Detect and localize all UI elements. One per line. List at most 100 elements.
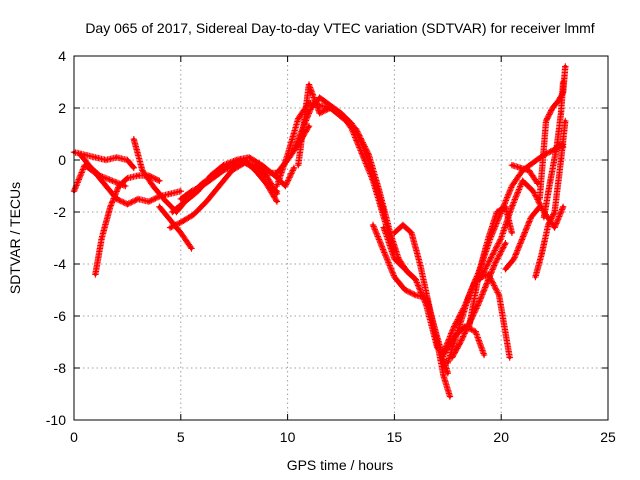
data-point bbox=[93, 155, 97, 159]
data-point bbox=[170, 210, 174, 214]
data-point bbox=[354, 127, 358, 131]
data-point bbox=[179, 220, 183, 224]
data-point bbox=[553, 226, 557, 230]
x-tick-label: 25 bbox=[600, 429, 616, 445]
data-point bbox=[162, 197, 166, 201]
data-point bbox=[328, 106, 332, 110]
data-point bbox=[136, 197, 140, 201]
data-point bbox=[446, 371, 450, 375]
data-point bbox=[533, 275, 538, 279]
data-point bbox=[499, 236, 503, 240]
data-point bbox=[264, 171, 268, 175]
data-point bbox=[125, 176, 129, 180]
x-tick-labels: 0 5 10 15 20 25 bbox=[70, 429, 616, 445]
data-point bbox=[200, 184, 204, 188]
data-point bbox=[559, 158, 563, 162]
data-point bbox=[527, 168, 531, 172]
data-point bbox=[531, 189, 535, 193]
data-point bbox=[450, 356, 454, 360]
data-point bbox=[136, 174, 140, 178]
data-point bbox=[132, 166, 136, 170]
data-point bbox=[503, 241, 508, 245]
data-series-27 bbox=[551, 141, 567, 153]
data-point bbox=[478, 267, 482, 271]
data-point bbox=[275, 171, 279, 175]
data-point bbox=[221, 168, 226, 172]
data-point bbox=[510, 184, 514, 188]
data-point bbox=[221, 163, 226, 167]
chart-title: Day 065 of 2017, Sidereal Day-to-day VTE… bbox=[85, 20, 594, 36]
data-point bbox=[512, 257, 516, 261]
data-point bbox=[292, 148, 296, 152]
data-point bbox=[382, 249, 386, 253]
data-series-22 bbox=[502, 203, 543, 273]
data-point bbox=[497, 293, 501, 297]
data-point bbox=[89, 166, 93, 170]
data-point bbox=[561, 145, 565, 149]
data-point bbox=[382, 226, 386, 230]
data-point bbox=[484, 283, 488, 287]
data-point bbox=[93, 272, 97, 276]
data-point bbox=[192, 213, 196, 217]
data-point bbox=[341, 116, 345, 120]
data-point bbox=[110, 179, 114, 183]
data-point bbox=[234, 158, 238, 162]
data-point bbox=[510, 231, 514, 235]
data-point bbox=[392, 257, 396, 261]
data-point bbox=[318, 111, 322, 115]
data-point bbox=[189, 246, 194, 250]
data-point bbox=[467, 293, 471, 297]
data-series-1 bbox=[70, 149, 137, 171]
data-point bbox=[510, 163, 514, 167]
data-point bbox=[403, 288, 407, 292]
data-point bbox=[115, 155, 119, 159]
y-tick-label: -10 bbox=[46, 412, 66, 428]
series-markers bbox=[295, 81, 419, 283]
data-point bbox=[542, 215, 546, 219]
y-tick-label: -2 bbox=[54, 204, 67, 220]
data-point bbox=[307, 83, 311, 87]
data-point bbox=[531, 161, 535, 165]
data-point bbox=[168, 218, 172, 222]
data-point bbox=[392, 231, 396, 235]
data-point bbox=[546, 223, 550, 227]
data-point bbox=[529, 215, 533, 219]
y-axis-label: SDTVAR / TECUs bbox=[7, 182, 23, 294]
data-point bbox=[561, 80, 565, 84]
data-point bbox=[78, 153, 82, 157]
data-point bbox=[256, 171, 260, 175]
data-point bbox=[538, 205, 542, 209]
data-point bbox=[275, 200, 279, 204]
data-point bbox=[179, 197, 183, 201]
data-point bbox=[309, 106, 313, 110]
data-point bbox=[486, 236, 490, 240]
y-tick-label: -4 bbox=[54, 256, 67, 272]
y-tick-label: 2 bbox=[58, 100, 66, 116]
data-point bbox=[409, 231, 414, 235]
data-point bbox=[266, 184, 270, 188]
data-point bbox=[104, 158, 108, 162]
data-point bbox=[476, 304, 480, 308]
data-marks bbox=[70, 63, 569, 400]
data-point bbox=[204, 200, 208, 204]
data-point bbox=[448, 395, 452, 399]
y-tick-label: 0 bbox=[58, 152, 66, 168]
data-point bbox=[125, 158, 129, 162]
data-point bbox=[553, 210, 557, 214]
data-point bbox=[467, 324, 471, 328]
data-point bbox=[561, 205, 565, 209]
data-point bbox=[179, 189, 183, 193]
data-point bbox=[510, 205, 514, 209]
data-point bbox=[157, 179, 161, 183]
data-point bbox=[189, 189, 194, 193]
data-point bbox=[557, 142, 561, 146]
data-point bbox=[563, 119, 567, 123]
data-point bbox=[548, 179, 552, 183]
data-point bbox=[493, 262, 497, 266]
x-axis-label: GPS time / hours bbox=[287, 457, 394, 473]
data-point bbox=[292, 166, 296, 170]
data-series-23 bbox=[508, 162, 541, 187]
data-point bbox=[371, 223, 375, 227]
axis-ticks bbox=[73, 55, 609, 421]
x-tick-label: 15 bbox=[387, 429, 403, 445]
